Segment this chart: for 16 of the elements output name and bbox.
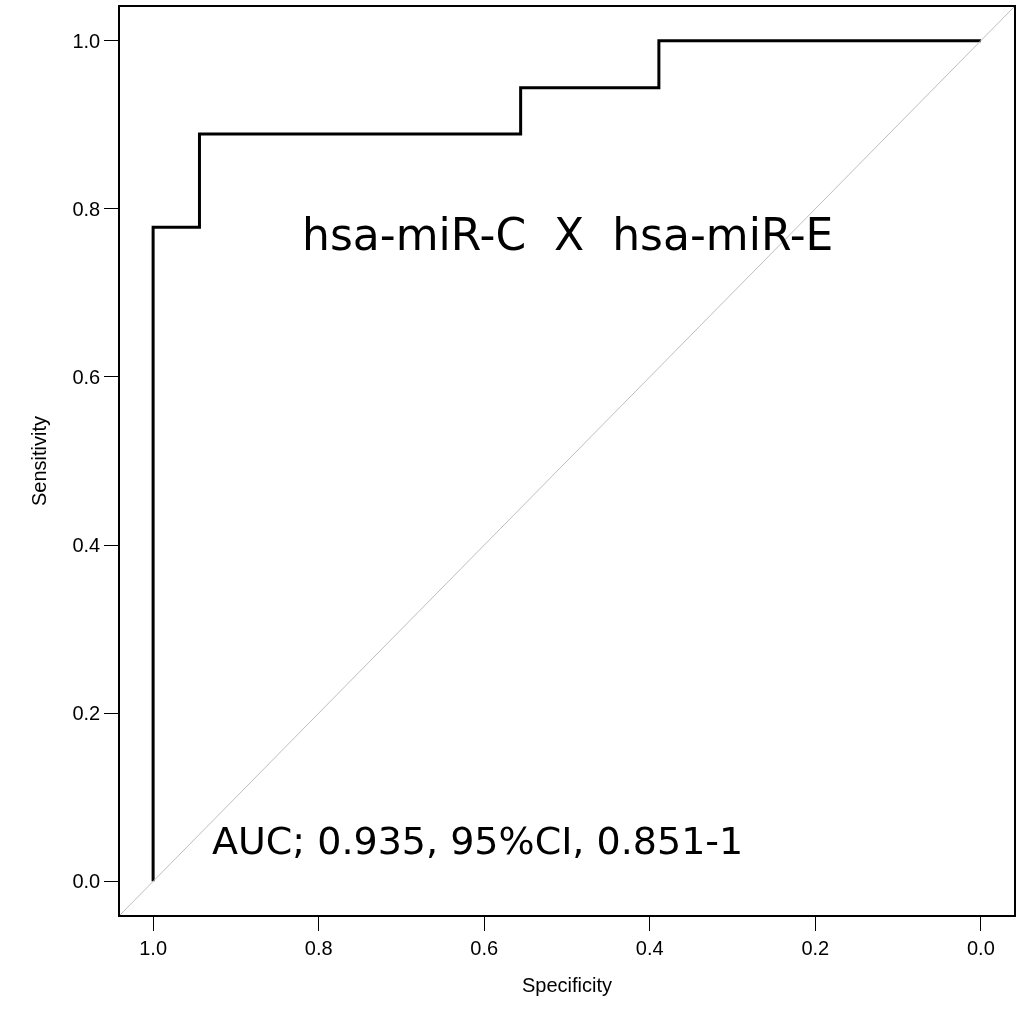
y-tick-label: 0.8 (72, 197, 101, 220)
x-tick-label: 0.6 (470, 936, 499, 959)
x-tick-label: 0.0 (966, 936, 995, 959)
y-tick-label: 0.0 (72, 870, 101, 893)
x-tick-label: 0.4 (635, 936, 664, 959)
y-tick-label: 0.4 (72, 534, 101, 557)
x-tick-label: 0.2 (801, 936, 830, 959)
y-axis-title: Sensitivity (28, 415, 51, 507)
x-axis-title: Specificity (521, 973, 613, 996)
y-tick-label: 1.0 (72, 29, 101, 52)
annotation: hsa-miR-C X hsa-miR-E (302, 209, 834, 260)
x-tick-label: 1.0 (139, 936, 168, 959)
annotation: AUC; 0.935, 95%CI, 0.851-1 (212, 819, 744, 863)
x-tick-label: 0.8 (304, 936, 333, 959)
y-tick-label: 0.6 (72, 365, 101, 388)
y-tick-label: 0.2 (72, 702, 101, 725)
